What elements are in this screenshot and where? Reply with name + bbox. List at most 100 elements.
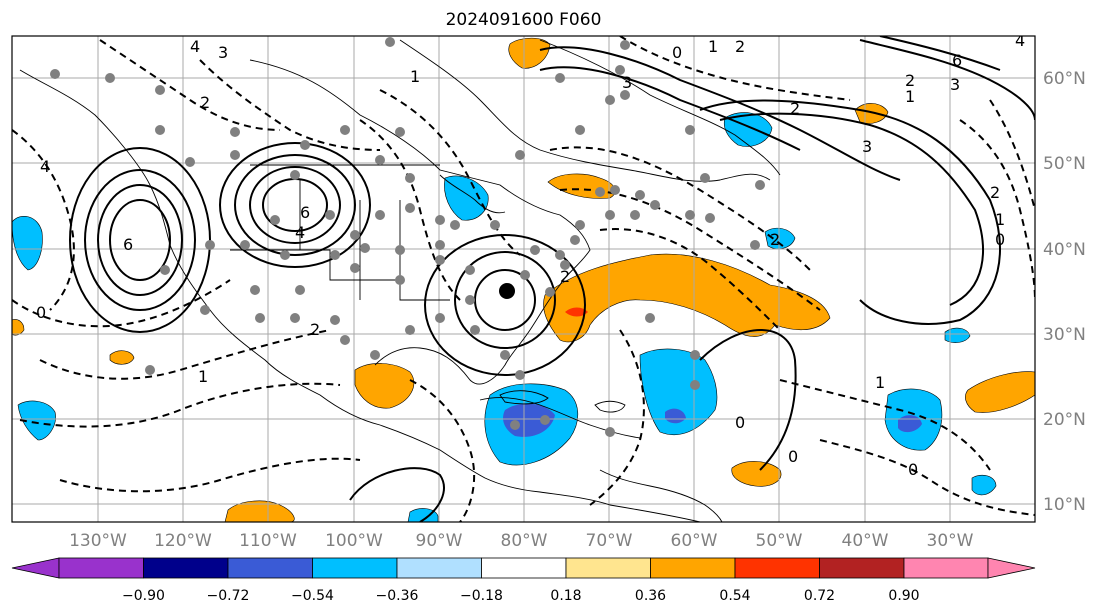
negative-anomaly-region — [971, 474, 997, 496]
positive-anomaly-strong — [565, 307, 588, 317]
colorbar-tick: −0.54 — [291, 588, 334, 604]
lon-label: 50°W — [756, 531, 803, 551]
contour-label: 2 — [560, 267, 570, 286]
lon-label: 70°W — [586, 531, 633, 551]
contour-label: 1 — [410, 67, 420, 86]
contour-label: 1 — [198, 367, 208, 386]
lat-label: 60°N — [1043, 69, 1086, 89]
lon-label: 110°W — [239, 531, 297, 551]
contour-label: 2 — [770, 230, 780, 249]
colorbar-tick: −0.72 — [207, 588, 250, 604]
colorbar-segment — [312, 557, 398, 579]
latitude-labels: 60°N 50°N 40°N 30°N 20°N 10°N — [1043, 69, 1086, 515]
colorbar-segment — [143, 557, 229, 579]
contour-label: 4 — [295, 223, 305, 242]
map-title: 2024091600 F060 — [445, 10, 602, 30]
lon-label: 100°W — [325, 531, 383, 551]
lat-label: 30°N — [1043, 325, 1086, 345]
contour-label: 0 — [908, 460, 918, 479]
contour-label: 2 — [200, 93, 210, 112]
contour-label: 2 — [735, 37, 745, 56]
map-frame — [11, 35, 1036, 523]
negative-anomaly-region — [407, 508, 439, 522]
contour-label: 3 — [218, 43, 228, 62]
negative-anomaly-region — [764, 227, 796, 250]
contour-label: 2 — [790, 99, 800, 118]
colorbar-extend-high — [987, 557, 1036, 579]
colorbar-segment — [396, 557, 482, 579]
contour-label: 6 — [300, 203, 310, 222]
colorbar-segment — [903, 557, 989, 579]
contour-label: 1 — [708, 37, 718, 56]
contour-label: 2 — [905, 71, 915, 90]
colorbar — [11, 557, 1036, 579]
positive-anomaly-region — [12, 319, 25, 336]
colorbar-segment — [650, 557, 736, 579]
map-plot-area: 4 3 2 1 0 2 6 4 6 4 3 2 0 1 2 3 4 6 2 1 … — [12, 31, 1035, 522]
positive-anomaly-region — [109, 350, 135, 365]
positive-anomaly-region — [508, 37, 551, 69]
colorbar-segment — [565, 557, 651, 579]
contour-label: 4 — [1015, 31, 1025, 50]
lat-label: 50°N — [1043, 154, 1086, 174]
colorbar-tick: 0.36 — [635, 588, 666, 604]
lon-label: 40°W — [842, 531, 889, 551]
colorbar-extend-low — [11, 557, 60, 579]
colorbar-tick: 0.54 — [719, 588, 750, 604]
contour-label: 3 — [950, 75, 960, 94]
contour-label: 2 — [990, 183, 1000, 202]
colorbar-tick: −0.18 — [460, 588, 503, 604]
lon-label: 60°W — [671, 531, 718, 551]
positive-anomaly-region — [354, 363, 415, 409]
contours-positive — [69, 36, 1035, 522]
contour-label: 3 — [622, 73, 632, 92]
lon-label: 130°W — [69, 531, 127, 551]
low-center-marker — [499, 283, 515, 299]
lon-label: 30°W — [927, 531, 974, 551]
lat-label: 20°N — [1043, 410, 1086, 430]
positive-anomaly-region — [731, 461, 782, 487]
negative-anomaly-region — [12, 215, 43, 271]
contour-label: 6 — [952, 51, 962, 70]
lat-label: 10°N — [1043, 495, 1086, 515]
contour-label: 0 — [995, 230, 1005, 249]
lat-label: 40°N — [1043, 240, 1086, 260]
positive-anomaly-region — [965, 371, 1035, 413]
negative-anomaly-region — [17, 400, 56, 441]
contour-label: 1 — [905, 87, 915, 106]
lon-label: 120°W — [154, 531, 212, 551]
colorbar-segment — [734, 557, 820, 579]
contour-label: 4 — [40, 157, 50, 176]
contour-label: 0 — [788, 447, 798, 466]
negative-anomaly-strong — [665, 408, 686, 424]
positive-anomaly-region — [543, 253, 831, 343]
colorbar-tick: −0.36 — [376, 588, 419, 604]
contour-label: 3 — [862, 137, 872, 156]
contour-label: 1 — [995, 210, 1005, 229]
station-dots — [50, 37, 765, 437]
contour-label: 0 — [36, 303, 46, 322]
colorbar-segment — [58, 557, 144, 579]
colorbar-tick: 0.18 — [550, 588, 581, 604]
colorbar-tick: −0.90 — [122, 588, 165, 604]
positive-anomaly-region — [547, 173, 616, 199]
longitude-labels: 130°W 120°W 110°W 100°W 90°W 80°W 70°W 6… — [69, 531, 974, 551]
negative-anomaly-region — [444, 175, 489, 221]
contour-label: 0 — [735, 413, 745, 432]
contour-label: 4 — [190, 37, 200, 56]
negative-anomaly-region — [639, 348, 718, 436]
lon-label: 80°W — [501, 531, 548, 551]
colorbar-tick: 0.90 — [888, 588, 919, 604]
contours-negative — [12, 36, 1035, 522]
coastlines — [19, 39, 781, 522]
contour-label: 0 — [672, 43, 682, 62]
colorbar-tick: 0.72 — [804, 588, 835, 604]
positive-anomaly-region — [854, 103, 889, 124]
contour-label: 2 — [310, 320, 320, 339]
contour-label: 6 — [123, 235, 133, 254]
colorbar-segment — [227, 557, 313, 579]
negative-anomaly-region — [944, 327, 971, 343]
colorbar-segment — [819, 557, 905, 579]
anomaly-fill-layer — [12, 37, 1035, 522]
